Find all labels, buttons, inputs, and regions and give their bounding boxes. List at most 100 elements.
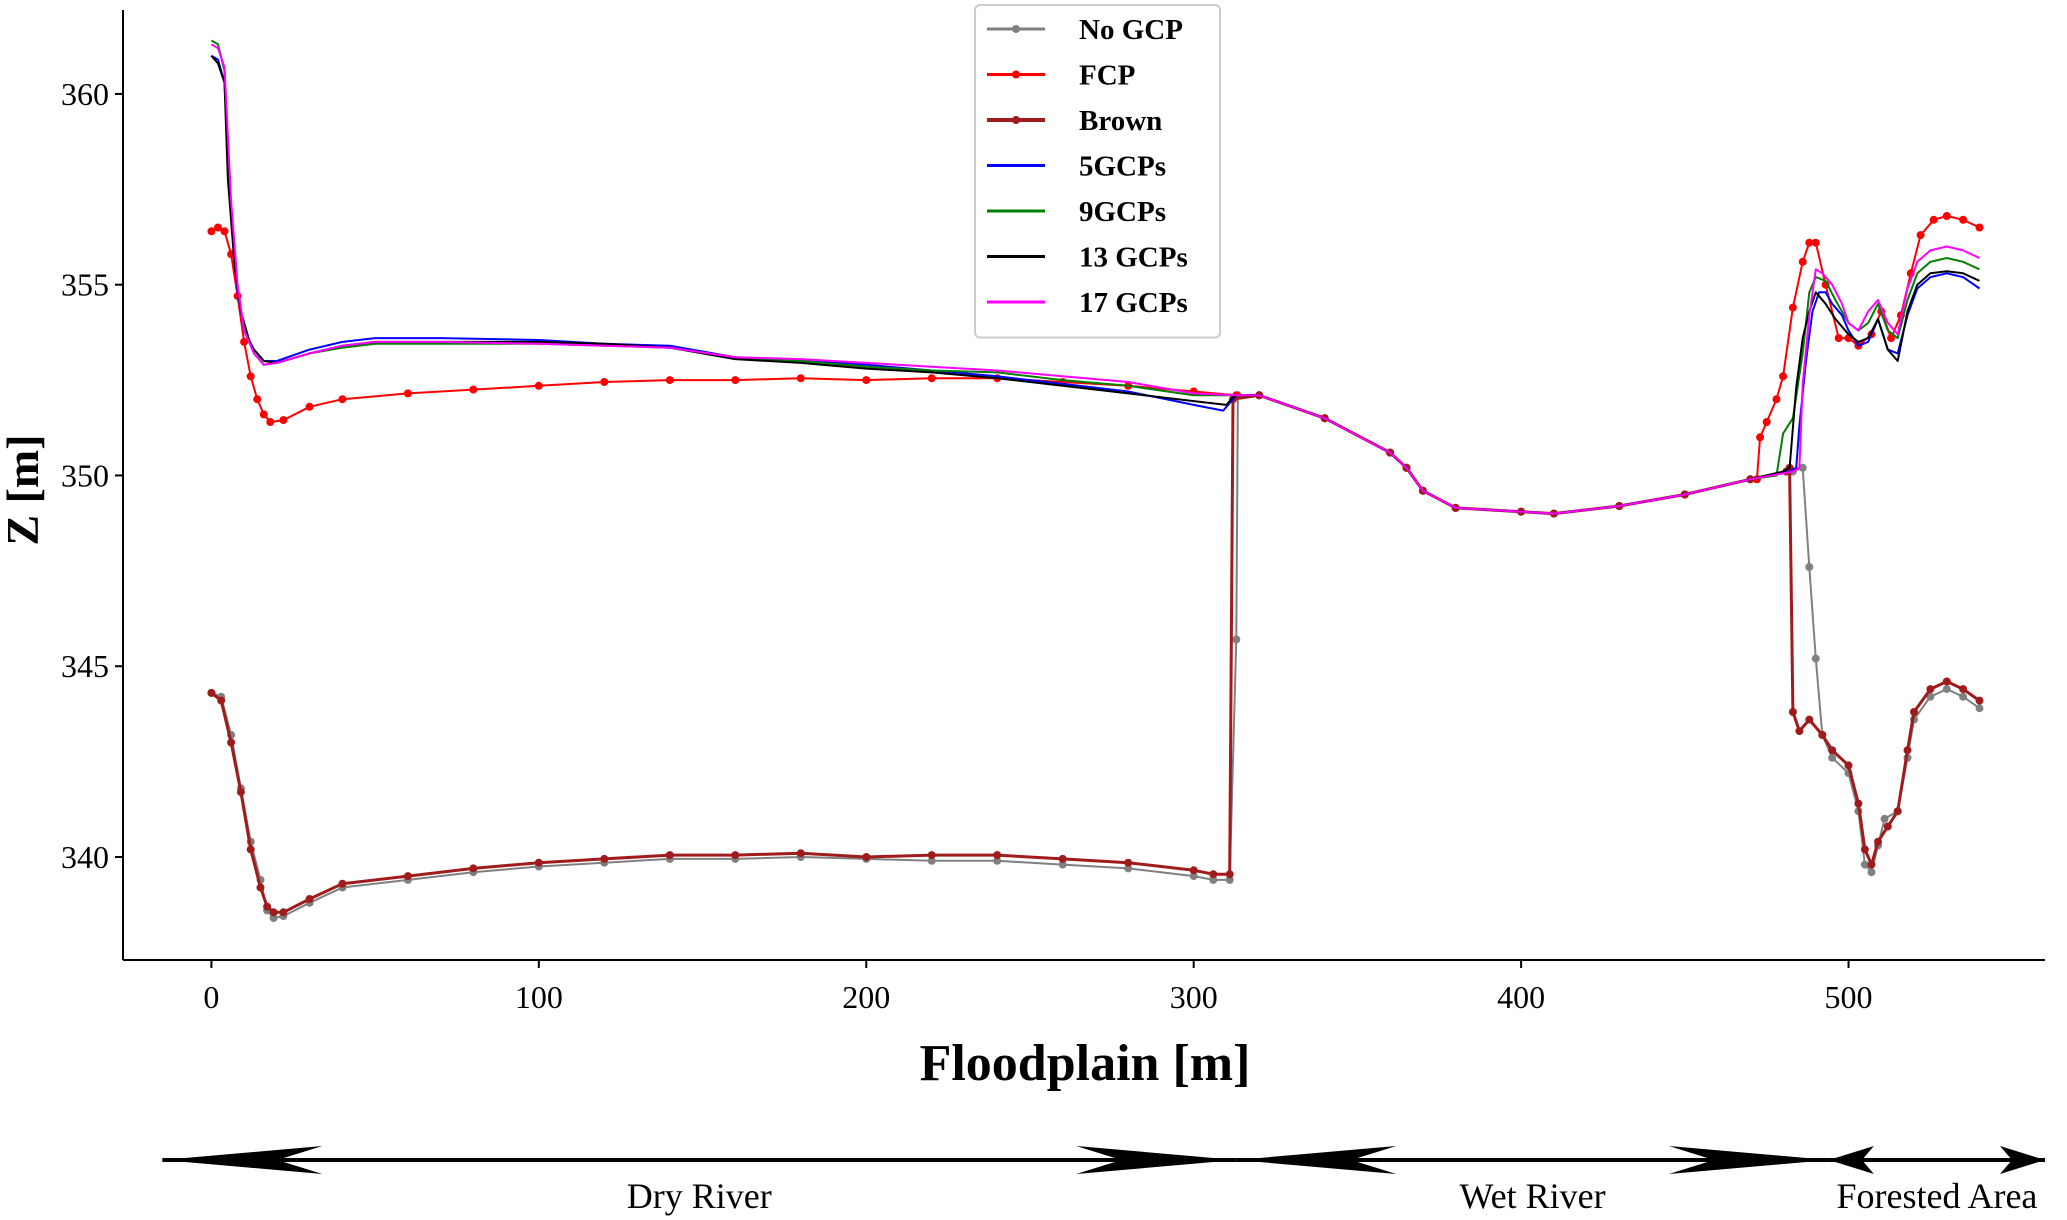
- region-label: Forested Area: [1836, 1176, 2037, 1216]
- data-point-brown: [403, 872, 412, 881]
- y-tick-label: 340: [61, 839, 109, 875]
- data-point-brown: [246, 845, 255, 854]
- data-point-fcp: [1834, 334, 1843, 343]
- data-point-fcp: [1779, 372, 1788, 381]
- legend-box: [974, 4, 1221, 339]
- data-point-brown: [1854, 799, 1863, 808]
- data-point-fcp: [246, 372, 255, 381]
- data-point-brown: [1795, 727, 1804, 736]
- data-point-brown: [1926, 685, 1935, 694]
- data-point-brown: [338, 879, 347, 888]
- data-point-fcp: [665, 376, 674, 385]
- data-point-brown: [217, 696, 226, 705]
- data-point-brown: [1903, 746, 1912, 755]
- data-point-brown: [1942, 677, 1951, 686]
- data-point-fcp: [600, 378, 609, 386]
- data-point-brown: [207, 688, 216, 697]
- data-point-brown: [927, 851, 936, 860]
- legend-label: No GCP: [1079, 14, 1183, 46]
- data-point-fcp: [796, 374, 805, 383]
- legend-marker: [1012, 70, 1020, 79]
- data-point-fcp: [1798, 257, 1807, 266]
- legend-label: 9GCPs: [1079, 196, 1166, 228]
- data-point-brown: [469, 864, 478, 873]
- axes: [122, 10, 2045, 961]
- data-point-fcp: [403, 389, 412, 398]
- data-point-brown: [796, 849, 805, 858]
- data-point-no-gcp: [1880, 814, 1889, 823]
- series-17-gcps: [210, 43, 1980, 515]
- data-point-no-gcp: [927, 856, 936, 865]
- region-label: Wet River: [1460, 1176, 1606, 1216]
- arrow-head-left: [1236, 1146, 1397, 1174]
- data-point-brown: [1975, 696, 1984, 705]
- legend-item-no-gcp: No GCP: [987, 14, 1183, 46]
- series-line-brown: [210, 393, 1981, 914]
- data-point-fcp: [1788, 303, 1797, 312]
- arrow-head-right: [2000, 1146, 2045, 1174]
- legend-item-fcp: FCP: [987, 60, 1135, 92]
- region-annotations: Dry River Wet River Forested Area: [162, 1146, 2045, 1216]
- data-point-brown: [1124, 858, 1133, 867]
- legend-marker: [1012, 25, 1020, 33]
- data-point-fcp: [731, 376, 740, 385]
- x-tick-label: 500: [1825, 979, 1873, 1015]
- data-point-brown: [256, 883, 265, 892]
- data-point-brown: [1959, 685, 1968, 694]
- data-point-brown: [1874, 837, 1882, 846]
- legend-item-5gcps: 5GCPs: [987, 151, 1166, 183]
- data-point-fcp: [862, 376, 871, 385]
- data-point-brown: [279, 908, 288, 917]
- x-tick-label: 100: [515, 979, 563, 1015]
- arrow-head-right: [1076, 1146, 1237, 1174]
- data-point-brown: [1893, 807, 1902, 816]
- ticks: 0 100 200 300 400 500 340 345 350 355 360: [61, 76, 1873, 1015]
- data-point-no-gcp: [1828, 753, 1837, 762]
- arrow-head-left: [1828, 1146, 1874, 1174]
- legend-label: 13 GCPs: [1079, 242, 1188, 274]
- data-point-fcp: [1916, 231, 1925, 240]
- data-point-brown: [1860, 845, 1869, 854]
- data-point-brown: [665, 851, 674, 860]
- data-point-fcp: [1887, 334, 1896, 343]
- y-tick-label: 350: [61, 457, 109, 493]
- x-tick-label: 0: [203, 979, 219, 1015]
- data-point-brown: [1805, 715, 1814, 724]
- data-point-brown: [305, 895, 314, 903]
- data-point-no-gcp: [1959, 692, 1968, 701]
- data-point-fcp: [469, 385, 478, 394]
- data-point-brown: [1788, 708, 1797, 716]
- data-point-brown: [1209, 870, 1218, 879]
- data-point-no-gcp: [1798, 463, 1807, 472]
- x-tick-label: 400: [1497, 979, 1545, 1015]
- arrow-head-right: [1668, 1146, 1829, 1174]
- data-point-fcp: [1959, 215, 1968, 224]
- data-point-brown: [1225, 870, 1234, 879]
- data-point-no-gcp: [1058, 860, 1067, 869]
- y-tick-label: 355: [61, 267, 109, 303]
- data-point-no-gcp: [993, 856, 1002, 865]
- y-axis-title: Z [m]: [0, 434, 48, 545]
- data-point-fcp: [1811, 238, 1820, 247]
- y-tick-label: 360: [61, 76, 109, 112]
- legend-item-17-gcps: 17 GCPs: [987, 287, 1188, 319]
- x-tick-label: 200: [842, 979, 890, 1015]
- legend-item-brown: Brown: [987, 105, 1162, 137]
- legend-item-13-gcps: 13 GCPs: [987, 242, 1188, 274]
- data-point-fcp: [1975, 223, 1984, 232]
- y-tick-label: 345: [61, 648, 109, 684]
- data-point-no-gcp: [1811, 654, 1820, 663]
- region-forested-area: Forested Area: [1828, 1146, 2045, 1216]
- data-point-no-gcp: [1805, 563, 1814, 571]
- series-no-gcp: [207, 391, 1984, 922]
- series-line-17-gcps: [210, 43, 1980, 515]
- data-point-brown: [269, 908, 278, 917]
- data-point-brown: [1828, 746, 1837, 755]
- data-point-fcp: [279, 416, 288, 425]
- data-point-no-gcp: [1189, 872, 1198, 881]
- data-point-brown: [1058, 854, 1067, 863]
- data-point-no-gcp: [1975, 704, 1984, 713]
- data-point-fcp: [305, 402, 314, 411]
- legend: No GCP FCP Brown 5GCPs 9GCPs 13 GCPs 17 GCPs: [974, 4, 1221, 339]
